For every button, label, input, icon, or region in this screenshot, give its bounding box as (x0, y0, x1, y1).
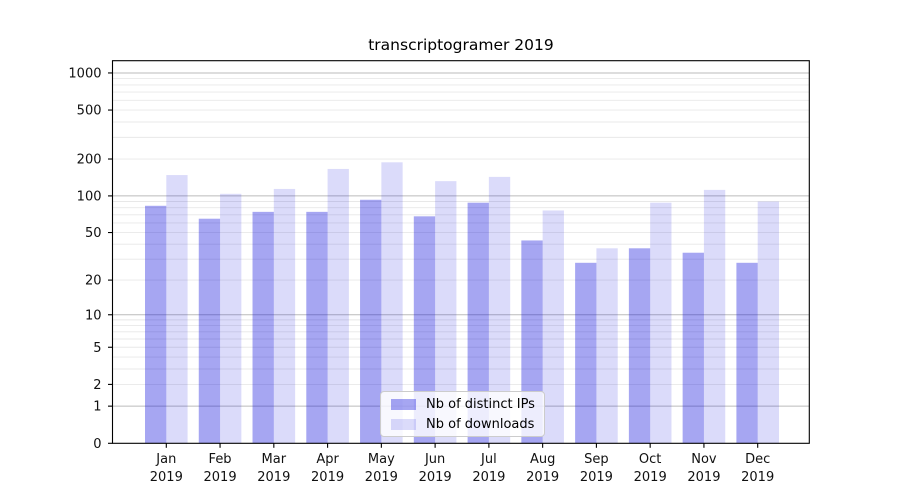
bar-downloads-jan (166, 175, 188, 444)
x-year-label: 2019 (365, 470, 398, 485)
x-month-label: Jun (424, 452, 445, 467)
y-tick-label: 0 (93, 437, 101, 452)
y-tick-label: 2 (93, 378, 101, 393)
x-year-label: 2019 (526, 470, 559, 485)
bar-downloads-apr (327, 168, 349, 444)
bar-ips-jul (467, 202, 489, 444)
legend: Nb of distinct IPs Nb of downloads (380, 391, 545, 437)
x-month-label: Feb (209, 452, 232, 467)
y-tick-label: 100 (77, 189, 102, 204)
bar-downloads-may (381, 162, 403, 444)
chart-title: transcriptogramer 2019 (368, 36, 554, 54)
bar-downloads-mar (273, 188, 296, 444)
legend-label-distinct-ips: Nb of distinct IPs (426, 396, 535, 412)
y-tick-label: 200 (77, 153, 102, 168)
y-tick-label: 5 (93, 341, 101, 356)
x-month-label: Nov (691, 452, 717, 467)
legend-item-distinct-ips: Nb of distinct IPs (391, 396, 544, 413)
y-tick-label: 20 (85, 274, 102, 289)
x-month-label: May (368, 452, 395, 467)
x-year-label: 2019 (634, 470, 667, 485)
y-tick-label: 10 (85, 308, 102, 323)
x-month-label: Jan (155, 452, 176, 467)
x-year-label: 2019 (419, 470, 452, 485)
y-tick-label: 1000 (68, 66, 101, 81)
bar-downloads-sep (596, 248, 618, 444)
x-year-label: 2019 (150, 470, 183, 485)
plot-border (111, 60, 810, 444)
bar-ips-may (360, 199, 382, 444)
bar-downloads-oct (650, 202, 672, 444)
legend-swatch-distinct-ips (391, 398, 416, 410)
bar-ips-oct (628, 248, 651, 444)
bar-downloads-feb (220, 193, 242, 444)
x-month-label: Mar (262, 452, 287, 467)
bar-ips-mar (252, 211, 274, 444)
bar-downloads-aug (542, 210, 564, 444)
bar-ips-sep (575, 262, 597, 444)
x-month-label: Oct (639, 452, 661, 467)
bar-ips-dec (736, 262, 758, 444)
x-year-label: 2019 (204, 470, 237, 485)
x-year-label: 2019 (472, 470, 505, 485)
bar-ips-jan (145, 205, 167, 444)
legend-label-downloads: Nb of downloads (426, 416, 535, 432)
x-year-label: 2019 (687, 470, 720, 485)
legend-item-downloads: Nb of downloads (391, 416, 544, 433)
bar-downloads-dec (757, 201, 779, 444)
x-month-label: Sep (584, 452, 609, 467)
x-month-label: Apr (316, 452, 339, 467)
bar-downloads-jul (488, 176, 511, 444)
bar-ips-jun (413, 216, 436, 444)
x-year-label: 2019 (311, 470, 344, 485)
bar-ips-nov (682, 252, 704, 444)
bar-downloads-jun (435, 181, 457, 444)
bar-ips-feb (198, 218, 221, 444)
x-year-label: 2019 (741, 470, 774, 485)
y-tick-label: 1 (93, 400, 101, 415)
x-month-label: Jul (480, 452, 497, 467)
bar-ips-apr (306, 211, 328, 444)
legend-swatch-downloads (391, 418, 416, 430)
x-year-label: 2019 (257, 470, 290, 485)
y-tick-label: 50 (85, 226, 102, 241)
x-month-label: Dec (745, 452, 770, 467)
x-month-label: Aug (530, 452, 555, 467)
bar-downloads-nov (703, 189, 726, 444)
x-year-label: 2019 (580, 470, 613, 485)
y-tick-label: 500 (77, 104, 102, 119)
